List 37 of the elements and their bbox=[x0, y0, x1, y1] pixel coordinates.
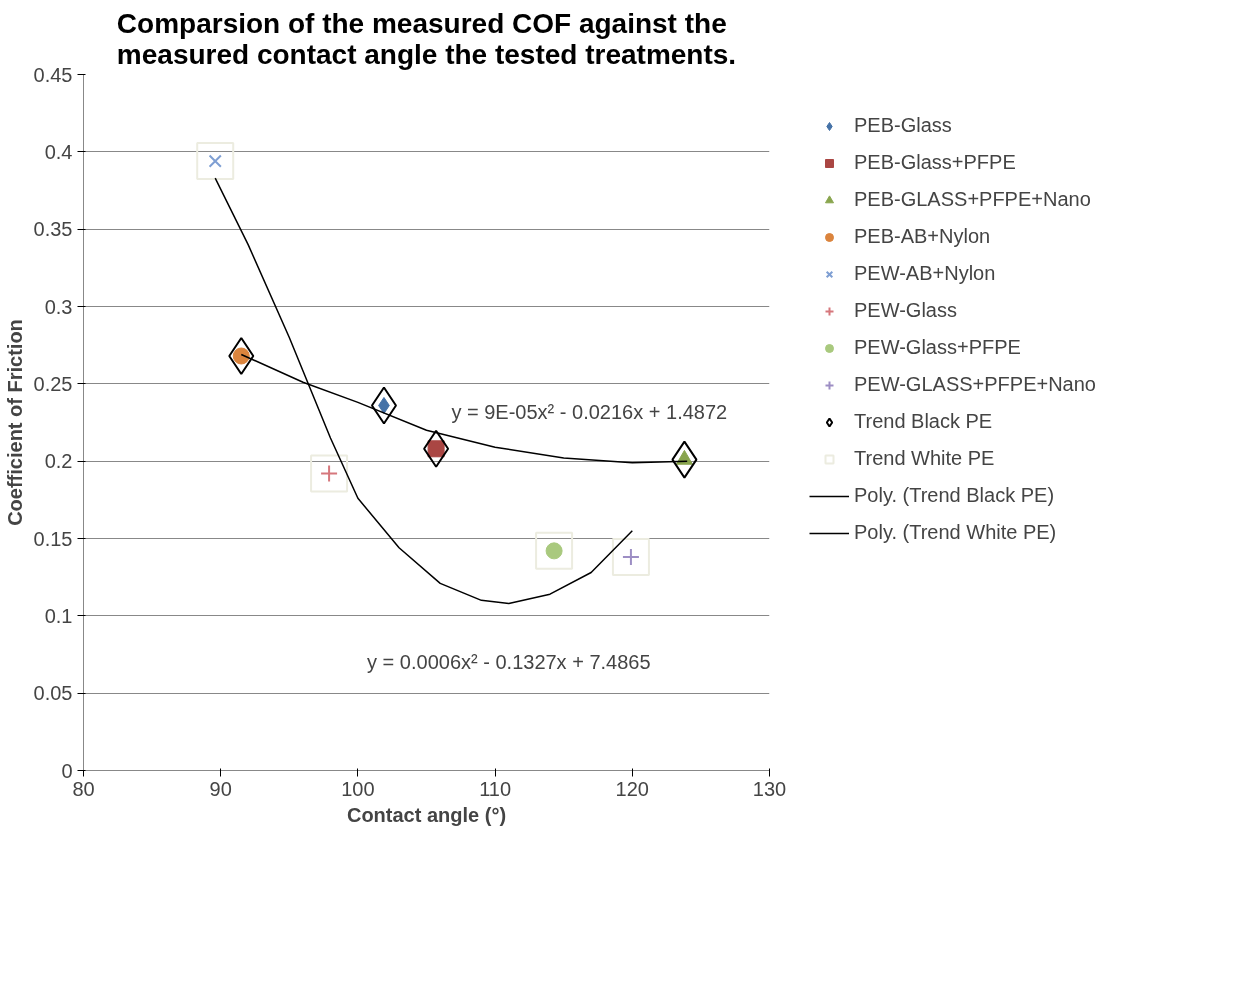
y-tick-label: 0.45 bbox=[33, 63, 73, 86]
x-tick-label: 90 bbox=[209, 777, 232, 800]
legend-label: PEB-AB+Nylon bbox=[854, 225, 991, 248]
y-tick-label: 0.3 bbox=[44, 295, 73, 318]
legend-label: Poly. (Trend Black PE) bbox=[854, 484, 1055, 507]
legend-label: PEB-Glass+PFPE bbox=[854, 151, 1016, 174]
legend-label: Trend White PE bbox=[854, 447, 995, 470]
annotation: y = 0.0006x² - 0.1327x + 7.4865 bbox=[367, 651, 651, 674]
point bbox=[196, 142, 235, 181]
legend-label: PEW-GLASS+PFPE+Nano bbox=[854, 373, 1096, 396]
y-tick-label: 0.25 bbox=[33, 372, 73, 395]
chart-title: Comparsion of the measured COF against the measured contact angle the tested treatments. bbox=[116, 7, 737, 70]
y-tick-label: 0.15 bbox=[33, 527, 73, 550]
y-tick-label: 0.4 bbox=[44, 140, 73, 163]
y-tick-label: 0 bbox=[61, 759, 73, 782]
x-axis-title: Contact angle (°) bbox=[346, 803, 507, 826]
annotation: y = 9E-05x² - 0.0216x + 1.4872 bbox=[451, 401, 728, 424]
legend-label: PEW-Glass bbox=[854, 299, 957, 322]
legend-label: PEW-Glass+PFPE bbox=[854, 336, 1021, 359]
legend-label: Poly. (Trend White PE) bbox=[854, 521, 1057, 544]
legend-label: PEB-GLASS+PFPE+Nano bbox=[854, 188, 1091, 211]
x-tick-label: 130 bbox=[752, 777, 787, 800]
y-tick-label: 0.2 bbox=[44, 450, 73, 473]
legend-label: PEW-AB+Nylon bbox=[854, 262, 996, 285]
y-tick-label: 0.05 bbox=[33, 682, 73, 705]
y-tick-label: 0.1 bbox=[44, 604, 73, 627]
y-tick-label: 0.35 bbox=[33, 218, 73, 241]
y-axis-title: Coefficient of Friction bbox=[3, 319, 26, 526]
legend-label: PEB-Glass bbox=[854, 114, 952, 137]
x-tick-label: 80 bbox=[72, 777, 95, 800]
point bbox=[310, 454, 349, 493]
point bbox=[535, 531, 574, 570]
legend-label: Trend Black PE bbox=[854, 410, 993, 433]
point bbox=[611, 538, 650, 577]
x-tick-label: 100 bbox=[341, 777, 375, 800]
x-tick-label: 120 bbox=[615, 777, 649, 800]
x-tick-label: 110 bbox=[479, 777, 512, 800]
